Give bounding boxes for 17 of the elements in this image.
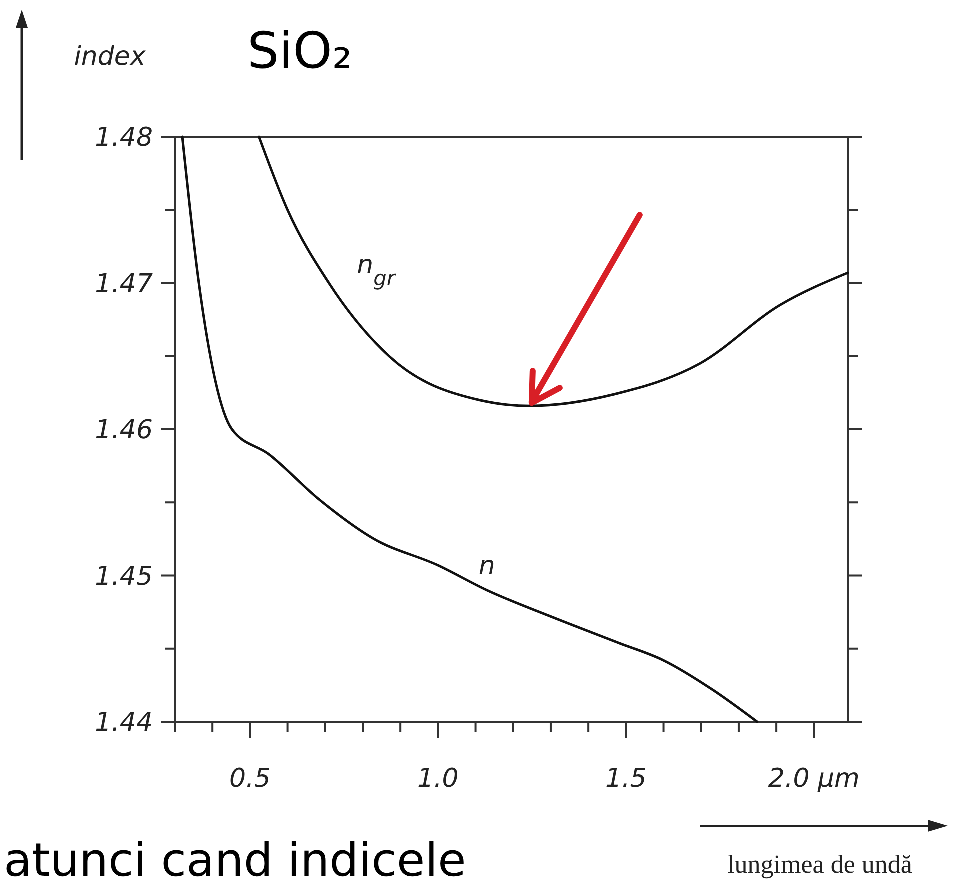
y-tick-label: 1.47 (95, 269, 154, 300)
y-tick-label: 1.46 (95, 416, 153, 446)
line-series (258, 136, 850, 408)
x-tick-label: 2.0 μm (768, 764, 860, 794)
series-label: n (478, 551, 496, 582)
x-axis-title: lungimea de undă (728, 850, 913, 879)
x-tick-label: 1.0 (418, 764, 459, 794)
x-tick-label: 1.5 (605, 764, 647, 794)
y-tick-label: 1.48 (95, 123, 153, 154)
series-label: n$_{gr}$ (357, 250, 397, 290)
text: atunci cand indicele (4, 833, 466, 885)
chart-title: SiO₂ (247, 22, 353, 80)
line-series (181, 136, 759, 724)
y-axis-title: index (74, 42, 146, 72)
x-tick-label: 0.5 (230, 764, 271, 794)
y-tick-label: 1.45 (95, 562, 153, 592)
y-tick-label: 1.44 (95, 708, 153, 738)
